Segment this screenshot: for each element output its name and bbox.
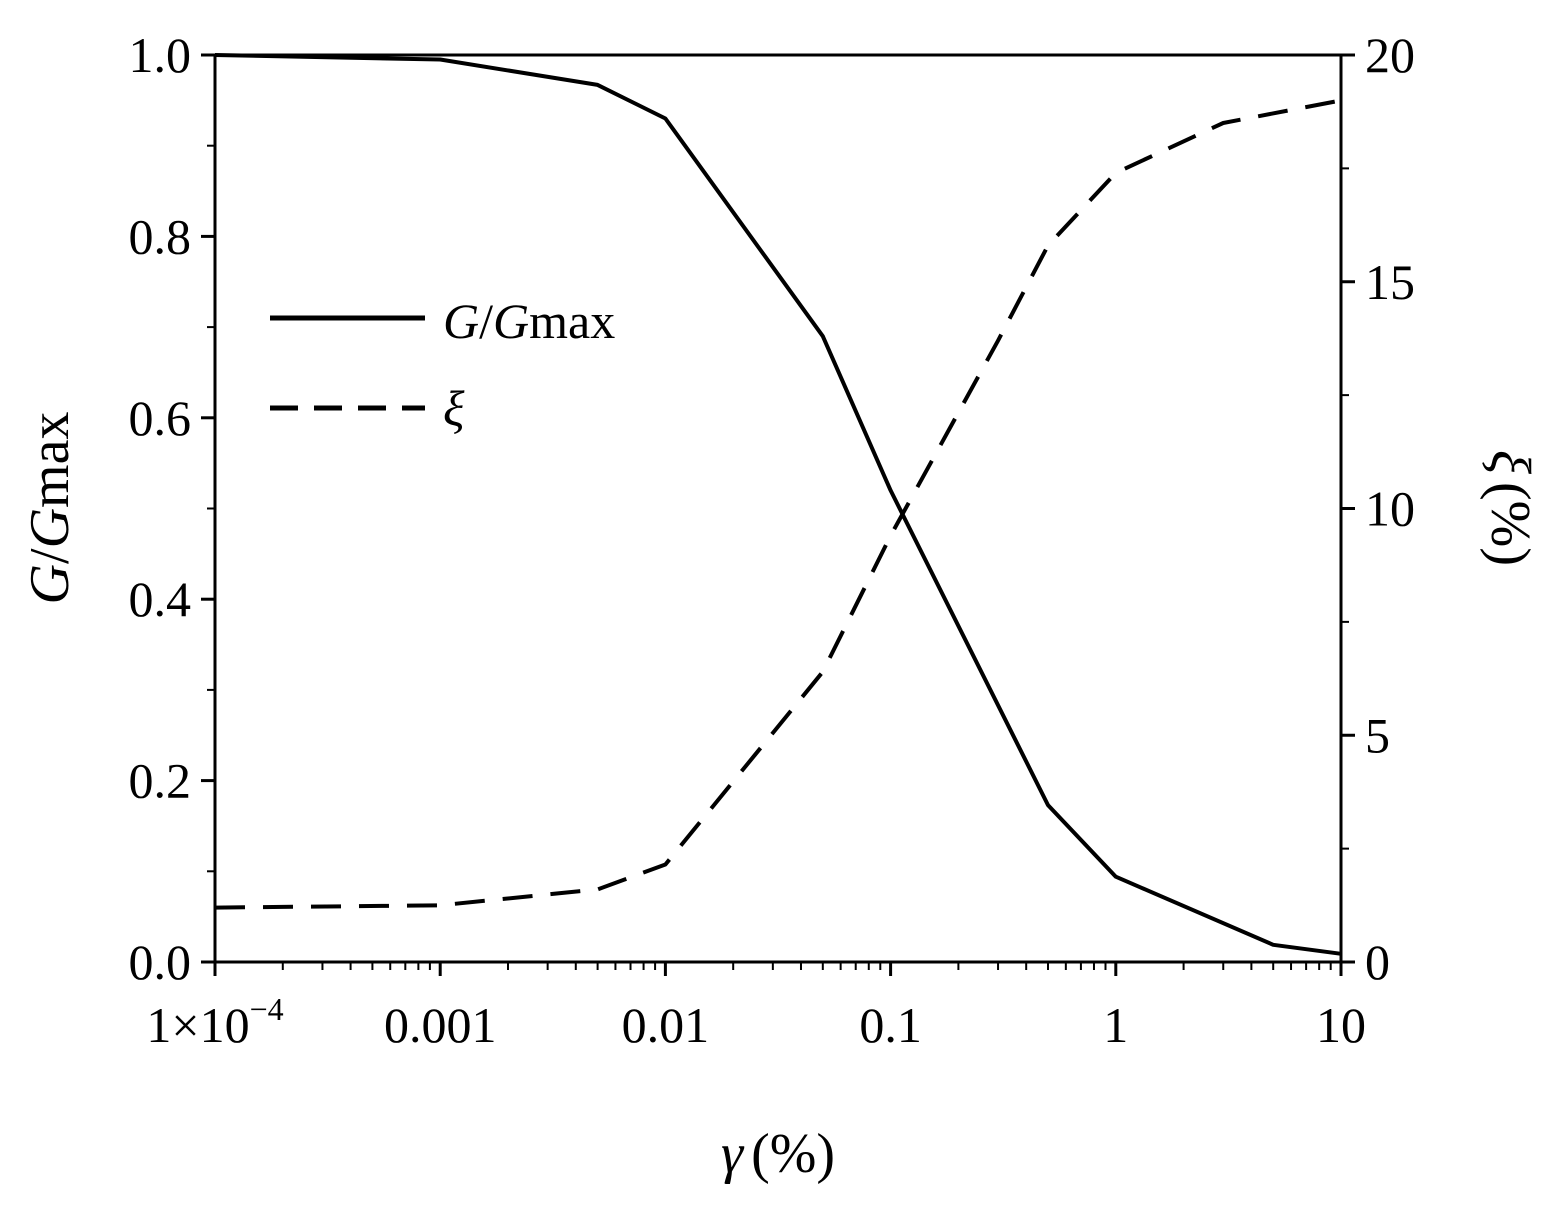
y-left-tick-label: 0.4 bbox=[129, 571, 192, 627]
x-tick-label: 1×10−4 bbox=[146, 991, 283, 1053]
legend-label-xi: ξ bbox=[443, 380, 465, 436]
y-right-tick-label: 20 bbox=[1365, 27, 1415, 83]
x-tick-label: 0.01 bbox=[622, 997, 710, 1053]
x-tick-label: 1 bbox=[1103, 997, 1128, 1053]
legend: G/Gmax ξ bbox=[270, 293, 615, 436]
x-axis-ticks: 1×10−4 0.001 0.01 0.1 1 10 bbox=[146, 962, 1366, 1053]
series-modulus-ratio-line bbox=[214, 53, 1342, 956]
plot-frame bbox=[213, 53, 1343, 964]
y-left-tick-label: 0.8 bbox=[129, 208, 192, 264]
y-right-axis-ticks: 0 5 10 15 20 bbox=[1341, 27, 1415, 990]
series-damping-ratio-line bbox=[214, 98, 1342, 910]
y-left-axis-title: G/Gmax bbox=[19, 412, 81, 605]
minor-ticks bbox=[281, 962, 1332, 970]
y-left-tick-label: 0.2 bbox=[129, 753, 192, 809]
y-right-tick-label: 15 bbox=[1365, 254, 1415, 310]
x-tick-label: 0.001 bbox=[384, 997, 497, 1053]
y-left-tick-label: 0.6 bbox=[129, 390, 192, 446]
y-right-tick-label: 5 bbox=[1365, 707, 1390, 763]
x-axis-title: γ (%) bbox=[721, 1123, 835, 1185]
y-left-tick-label: 0.0 bbox=[129, 934, 192, 990]
y-right-tick-label: 10 bbox=[1365, 481, 1415, 537]
series-layer bbox=[214, 53, 1342, 956]
y-left-axis-ticks: 0.0 0.2 0.4 0.6 0.8 1.0 bbox=[129, 27, 215, 990]
legend-label-gmax: G/Gmax bbox=[443, 293, 615, 349]
x-tick-label: 0.1 bbox=[859, 997, 922, 1053]
y-right-axis-title: ξ(%) bbox=[1479, 450, 1541, 566]
x-tick-label: 10 bbox=[1316, 997, 1366, 1053]
y-left-tick-label: 1.0 bbox=[129, 27, 192, 83]
y-right-tick-label: 0 bbox=[1365, 934, 1390, 990]
